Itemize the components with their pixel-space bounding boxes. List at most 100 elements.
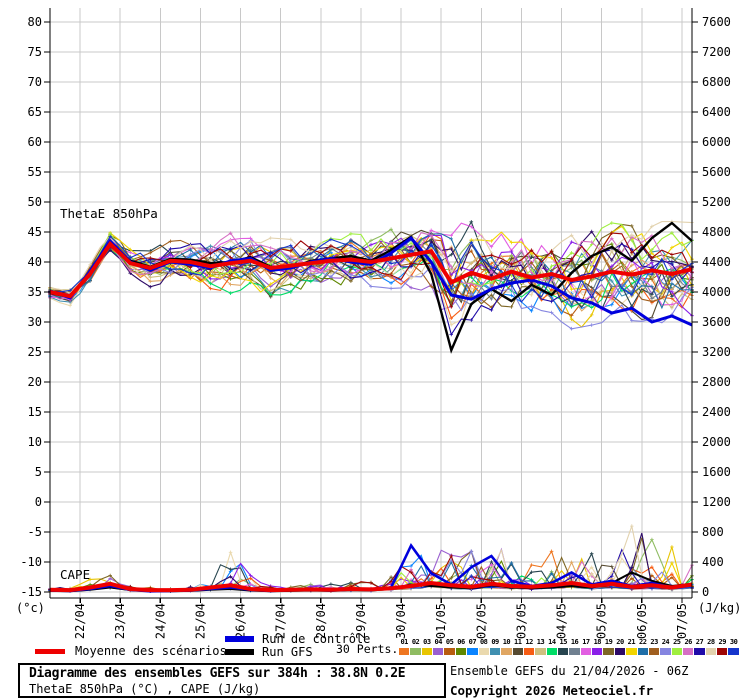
- pert-number: 25: [673, 638, 681, 646]
- svg-text:50: 50: [28, 195, 42, 209]
- pert-color-swatch: [682, 648, 694, 655]
- svg-text:-5: -5: [28, 525, 42, 539]
- pert-color-swatch: [614, 648, 626, 655]
- pert-markers: [48, 227, 694, 593]
- pert-member-04: 04: [433, 638, 444, 655]
- pert-markers: [48, 236, 694, 593]
- pert-number: 16: [570, 638, 579, 646]
- pert-color-swatch: [558, 648, 569, 655]
- pert-member-22: 22: [637, 638, 648, 655]
- svg-text:2000: 2000: [702, 435, 731, 449]
- pert-markers: [48, 238, 694, 593]
- pert-markers: [48, 229, 694, 593]
- legend-control: Run de contrôle: [225, 632, 370, 646]
- svg-text:55: 55: [28, 165, 42, 179]
- pert-number: 30: [729, 638, 738, 646]
- pert-member-28: 28: [705, 638, 717, 655]
- pert-member-21: 21: [626, 638, 637, 655]
- cape-series-label: CAPE: [60, 567, 90, 582]
- svg-text:5: 5: [35, 465, 42, 479]
- ensemble-chart: 80757065605550454035302520151050-5-10-15…: [16, 8, 740, 639]
- pert-member-02: 02: [410, 638, 421, 655]
- legend-gfs: Run GFS: [225, 645, 313, 659]
- pert-member-06: 06: [455, 638, 467, 655]
- pert-member-27: 27: [694, 638, 705, 655]
- diagram-info-box: Diagramme des ensembles GEFS sur 384h : …: [18, 663, 446, 698]
- svg-text:0: 0: [702, 585, 709, 599]
- y-right-unit: (J/kg): [698, 601, 740, 615]
- pert-number: 04: [434, 638, 443, 646]
- copyright: Copyright 2026 Meteociel.fr: [450, 683, 654, 698]
- pert-member-19: 19: [603, 638, 614, 655]
- pert-member-29: 29: [717, 638, 728, 655]
- svg-text:4800: 4800: [702, 225, 731, 239]
- svg-text:800: 800: [702, 525, 724, 539]
- svg-text:15: 15: [28, 405, 42, 419]
- diagram-title: Diagramme des ensembles GEFS sur 384h : …: [29, 666, 406, 681]
- pert-color-swatch: [467, 648, 478, 655]
- pert-color-swatch: [444, 648, 455, 655]
- pert-number: 09: [491, 638, 499, 646]
- svg-text:6000: 6000: [702, 135, 731, 149]
- pert-member-24: 24: [660, 638, 671, 655]
- pert-member-16: 16: [569, 638, 580, 655]
- svg-text:70: 70: [28, 75, 42, 89]
- svg-text:-15: -15: [20, 585, 42, 599]
- pert-number: 05: [445, 638, 454, 646]
- pert-number: 10: [502, 638, 511, 646]
- gridlines: [50, 8, 692, 598]
- pert-member-13: 13: [535, 638, 546, 655]
- pert-color-swatch: [501, 648, 512, 655]
- pert-member-05: 05: [444, 638, 455, 655]
- svg-text:28/04: 28/04: [314, 603, 328, 639]
- svg-text:2400: 2400: [702, 405, 731, 419]
- pert-color-swatch: [489, 648, 501, 655]
- pert-color-swatch: [546, 648, 558, 655]
- pert-member-26: 26: [682, 638, 694, 655]
- svg-text:80: 80: [28, 15, 42, 29]
- svg-text:7600: 7600: [702, 15, 731, 29]
- svg-text:75: 75: [28, 45, 42, 59]
- svg-text:6800: 6800: [702, 75, 731, 89]
- svg-text:29/04: 29/04: [354, 603, 368, 639]
- svg-text:04/05: 04/05: [555, 603, 569, 639]
- svg-text:7200: 7200: [702, 45, 731, 59]
- svg-text:1600: 1600: [702, 465, 731, 479]
- pert-member-15: 15: [558, 638, 569, 655]
- pert-member-07: 07: [467, 638, 478, 655]
- axes: [44, 8, 698, 603]
- pert-number: 19: [604, 638, 613, 646]
- svg-text:30: 30: [28, 315, 42, 329]
- svg-text:24/04: 24/04: [153, 603, 167, 639]
- pert-member-18: 18: [592, 638, 603, 655]
- svg-text:40: 40: [28, 255, 42, 269]
- pert-number: 27: [695, 638, 704, 646]
- pert-number: 03: [423, 638, 431, 646]
- mean-line-swatch: [35, 648, 65, 654]
- pert-number: 20: [616, 638, 624, 646]
- run-info: Ensemble GEFS du 21/04/2026 - 06Z: [450, 664, 689, 678]
- pert-color-swatch: [592, 648, 603, 655]
- pert-number: 13: [536, 638, 545, 646]
- svg-text:05/05: 05/05: [595, 603, 609, 639]
- pert-color-swatch: [569, 648, 580, 655]
- pert-color-swatch: [512, 648, 523, 655]
- pert-number: 28: [707, 638, 715, 646]
- pert-member-01: 01: [399, 638, 410, 655]
- legend-mean-label: Moyenne des scénarios: [75, 644, 227, 658]
- gfs-line-swatch: [225, 649, 254, 655]
- svg-text:60: 60: [28, 135, 42, 149]
- pert-member-25: 25: [671, 638, 682, 655]
- svg-text:-10: -10: [20, 555, 42, 569]
- svg-text:3200: 3200: [702, 345, 731, 359]
- pert-number: 14: [548, 638, 556, 646]
- svg-text:65: 65: [28, 105, 42, 119]
- pert-markers: [48, 238, 694, 593]
- pert-number: 29: [718, 638, 727, 646]
- pert-color-swatch: [433, 648, 444, 655]
- svg-text:23/04: 23/04: [113, 603, 127, 639]
- mean-thetae-line: [49, 240, 693, 299]
- pert-member-10: 10: [501, 638, 512, 655]
- svg-text:4400: 4400: [702, 255, 731, 269]
